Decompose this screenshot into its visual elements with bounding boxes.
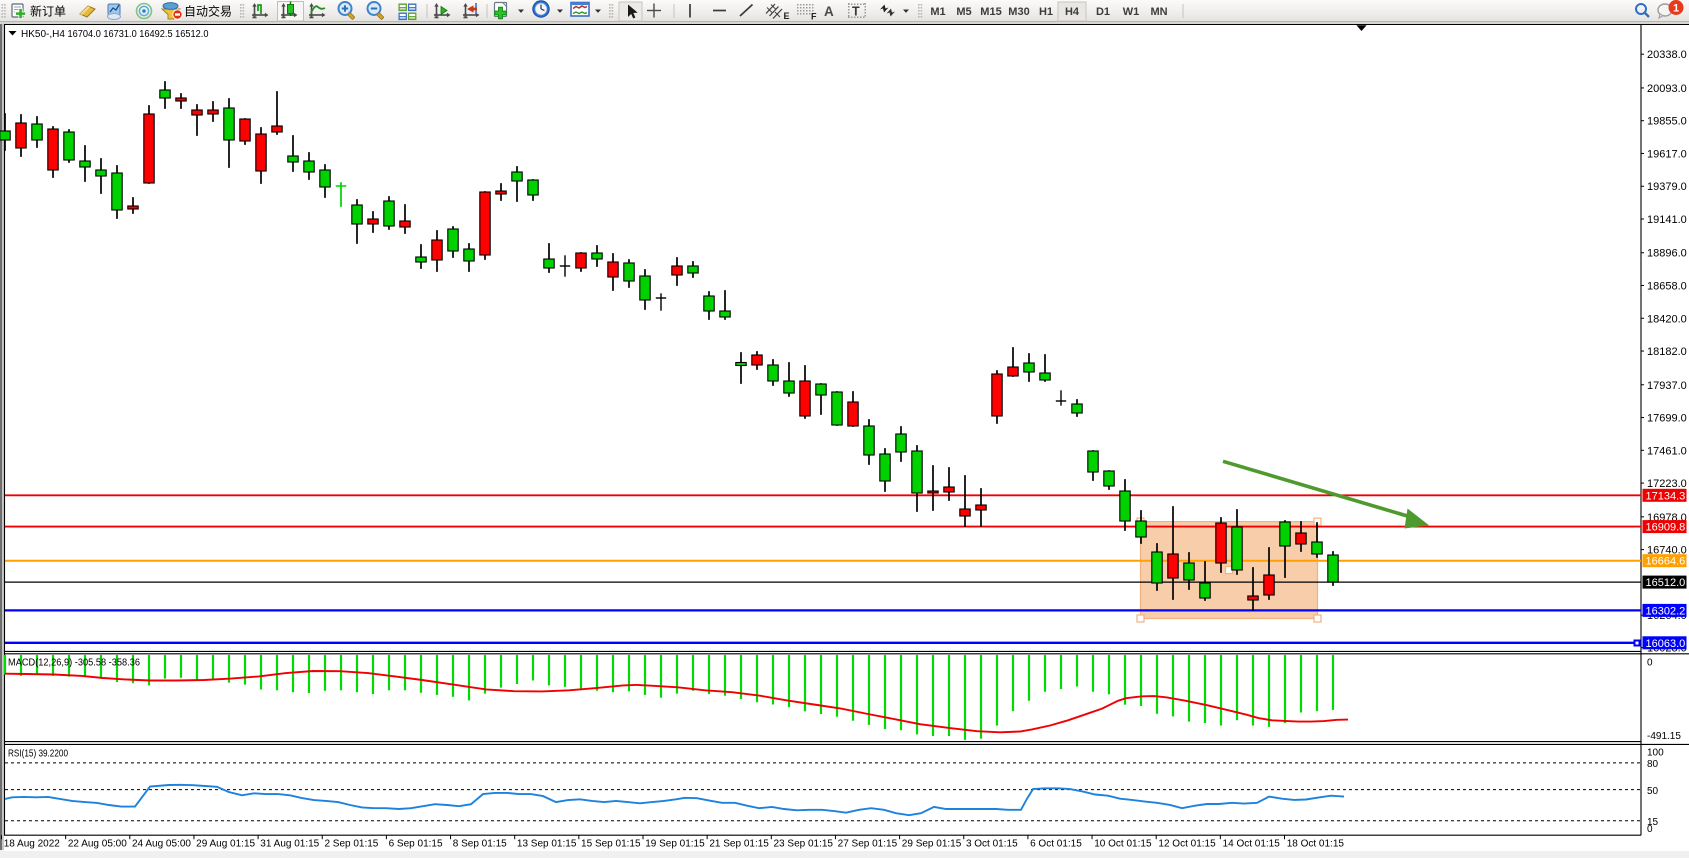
svg-text:29 Aug 01:15: 29 Aug 01:15 <box>196 839 255 850</box>
svg-text:H1: H1 <box>1039 6 1053 18</box>
svg-text:16664.6: 16664.6 <box>1646 556 1686 568</box>
svg-text:0: 0 <box>1647 824 1653 835</box>
svg-text:自动交易: 自动交易 <box>184 4 232 19</box>
svg-text:2 Sep 01:15: 2 Sep 01:15 <box>324 839 378 850</box>
svg-text:H4: H4 <box>1065 6 1080 18</box>
svg-text:29 Sep 01:15: 29 Sep 01:15 <box>902 839 962 850</box>
svg-text:M1: M1 <box>930 6 945 18</box>
svg-text:16063.0: 16063.0 <box>1646 638 1686 650</box>
svg-text:31 Aug 01:15: 31 Aug 01:15 <box>260 839 319 850</box>
svg-text:D1: D1 <box>1096 6 1110 18</box>
svg-text:24 Aug 05:00: 24 Aug 05:00 <box>132 839 191 850</box>
svg-text:50: 50 <box>1647 786 1659 797</box>
svg-text:18 Aug 2022: 18 Aug 2022 <box>4 839 61 850</box>
svg-text:W1: W1 <box>1123 6 1140 18</box>
svg-text:16740.0: 16740.0 <box>1647 545 1687 557</box>
svg-text:10 Oct 01:15: 10 Oct 01:15 <box>1094 839 1152 850</box>
svg-text:17699.0: 17699.0 <box>1647 413 1687 425</box>
svg-text:21 Sep 01:15: 21 Sep 01:15 <box>709 839 769 850</box>
svg-text:16704.0 16731.0 16492.5 16512.: 16704.0 16731.0 16492.5 16512.0 <box>68 29 209 40</box>
svg-text:17134.3: 17134.3 <box>1646 490 1686 502</box>
svg-text:18658.0: 18658.0 <box>1647 281 1687 293</box>
svg-text:3 Oct 01:15: 3 Oct 01:15 <box>966 839 1018 850</box>
svg-text:15: 15 <box>1647 817 1659 828</box>
svg-text:6 Oct 01:15: 6 Oct 01:15 <box>1030 839 1082 850</box>
svg-text:27 Sep 01:15: 27 Sep 01:15 <box>838 839 898 850</box>
svg-text:19 Sep 01:15: 19 Sep 01:15 <box>645 839 705 850</box>
svg-text:1: 1 <box>1673 3 1679 15</box>
svg-text:8 Sep 01:15: 8 Sep 01:15 <box>453 839 507 850</box>
svg-text:E: E <box>784 11 790 21</box>
svg-text:18896.0: 18896.0 <box>1647 248 1687 260</box>
svg-text:80: 80 <box>1647 759 1659 770</box>
svg-text:A: A <box>824 4 834 19</box>
svg-text:17223.0: 17223.0 <box>1647 478 1687 490</box>
svg-text:HK50-,H4: HK50-,H4 <box>21 29 65 40</box>
svg-text:12 Oct 01:15: 12 Oct 01:15 <box>1158 839 1216 850</box>
svg-text:F: F <box>811 12 817 22</box>
svg-text:13 Sep 01:15: 13 Sep 01:15 <box>517 839 577 850</box>
svg-text:18420.0: 18420.0 <box>1647 313 1687 325</box>
svg-text:15 Sep 01:15: 15 Sep 01:15 <box>581 839 641 850</box>
svg-text:23 Sep 01:15: 23 Sep 01:15 <box>774 839 834 850</box>
svg-text:RSI(15) 39.2200: RSI(15) 39.2200 <box>8 749 68 760</box>
svg-text:新订单: 新订单 <box>30 4 66 19</box>
svg-text:17937.0: 17937.0 <box>1647 380 1687 392</box>
svg-text:0: 0 <box>1647 658 1653 669</box>
svg-text:M5: M5 <box>956 6 971 18</box>
svg-text:-491.15: -491.15 <box>1647 731 1681 742</box>
svg-text:16302.2: 16302.2 <box>1646 605 1686 617</box>
svg-text:14 Oct 01:15: 14 Oct 01:15 <box>1223 839 1281 850</box>
svg-text:20093.0: 20093.0 <box>1647 83 1687 95</box>
svg-text:20338.0: 20338.0 <box>1647 49 1687 61</box>
svg-text:MN: MN <box>1150 6 1167 18</box>
svg-text:100: 100 <box>1647 748 1664 759</box>
svg-text:19141.0: 19141.0 <box>1647 214 1687 226</box>
svg-text:M15: M15 <box>980 6 1001 18</box>
svg-text:19379.0: 19379.0 <box>1647 181 1687 193</box>
svg-text:18 Oct 01:15: 18 Oct 01:15 <box>1287 839 1345 850</box>
svg-text:M30: M30 <box>1008 6 1029 18</box>
svg-text:MACD(12,26,9) -305.58 -358.36: MACD(12,26,9) -305.58 -358.36 <box>8 658 140 669</box>
svg-text:6 Sep 01:15: 6 Sep 01:15 <box>389 839 443 850</box>
svg-text:16909.8: 16909.8 <box>1646 522 1686 534</box>
svg-text:19617.0: 19617.0 <box>1647 148 1687 160</box>
svg-text:17461.0: 17461.0 <box>1647 445 1687 457</box>
svg-text:22 Aug 05:00: 22 Aug 05:00 <box>68 839 127 850</box>
svg-text:16512.0: 16512.0 <box>1646 577 1686 589</box>
svg-text:19855.0: 19855.0 <box>1647 116 1687 128</box>
svg-text:T: T <box>852 5 860 19</box>
svg-text:18182.0: 18182.0 <box>1647 346 1687 358</box>
